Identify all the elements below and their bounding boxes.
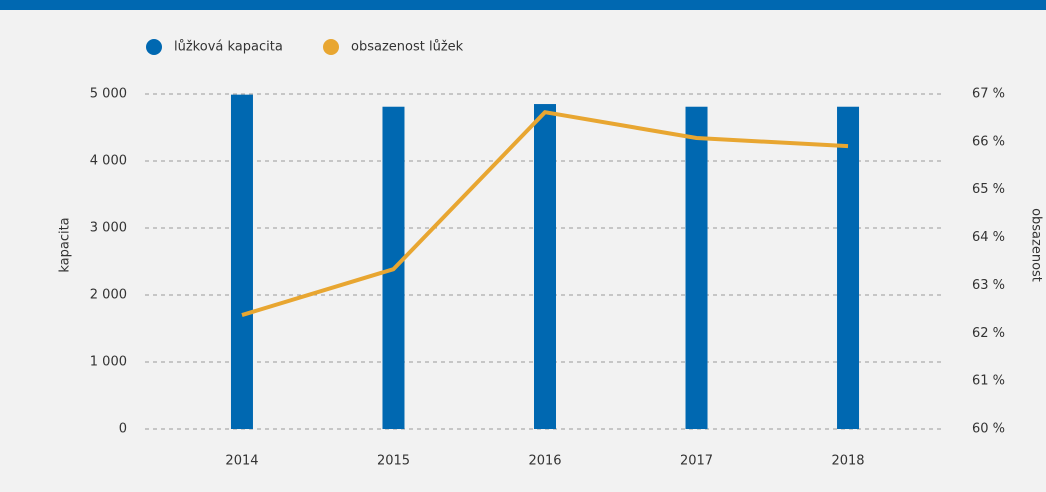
y2-tick-label: 66 % [972, 134, 1005, 149]
bar [685, 106, 708, 429]
bar [534, 104, 556, 430]
y2-tick-label: 63 % [972, 278, 1005, 293]
y2-tick-label: 67 % [972, 87, 1005, 102]
y2-tick-label: 60 % [972, 422, 1005, 437]
y2-tick-label: 61 % [972, 374, 1005, 389]
x-tick-label: 2014 [225, 454, 258, 469]
y-tick-label: 0 [119, 422, 127, 437]
legend-label: obsazenost lůžek [351, 40, 464, 55]
y2-tick-label: 62 % [972, 326, 1005, 341]
x-tick-label: 2017 [680, 454, 713, 469]
y2-tick-label: 64 % [972, 230, 1005, 245]
legend-marker [146, 39, 162, 55]
line [241, 110, 849, 318]
x-tick-label: 2018 [831, 454, 864, 469]
bar [837, 106, 860, 429]
bar [230, 94, 253, 430]
y-tick-label: 5 000 [90, 87, 127, 102]
header-bar [0, 0, 1046, 10]
y2-axis-label: obsazenost [1029, 208, 1044, 282]
x-tick-label: 2015 [377, 454, 410, 469]
y-tick-label: 4 000 [90, 154, 127, 169]
x-tick-label: 2016 [528, 454, 561, 469]
legend-marker [323, 39, 339, 55]
legend-label: lůžková kapacita [174, 40, 283, 55]
y-axis-label: kapacita [58, 217, 73, 272]
y-tick-label: 1 000 [90, 355, 127, 370]
y-tick-label: 2 000 [90, 288, 127, 303]
y2-tick-label: 65 % [972, 182, 1005, 197]
y-tick-label: 3 000 [90, 221, 127, 236]
